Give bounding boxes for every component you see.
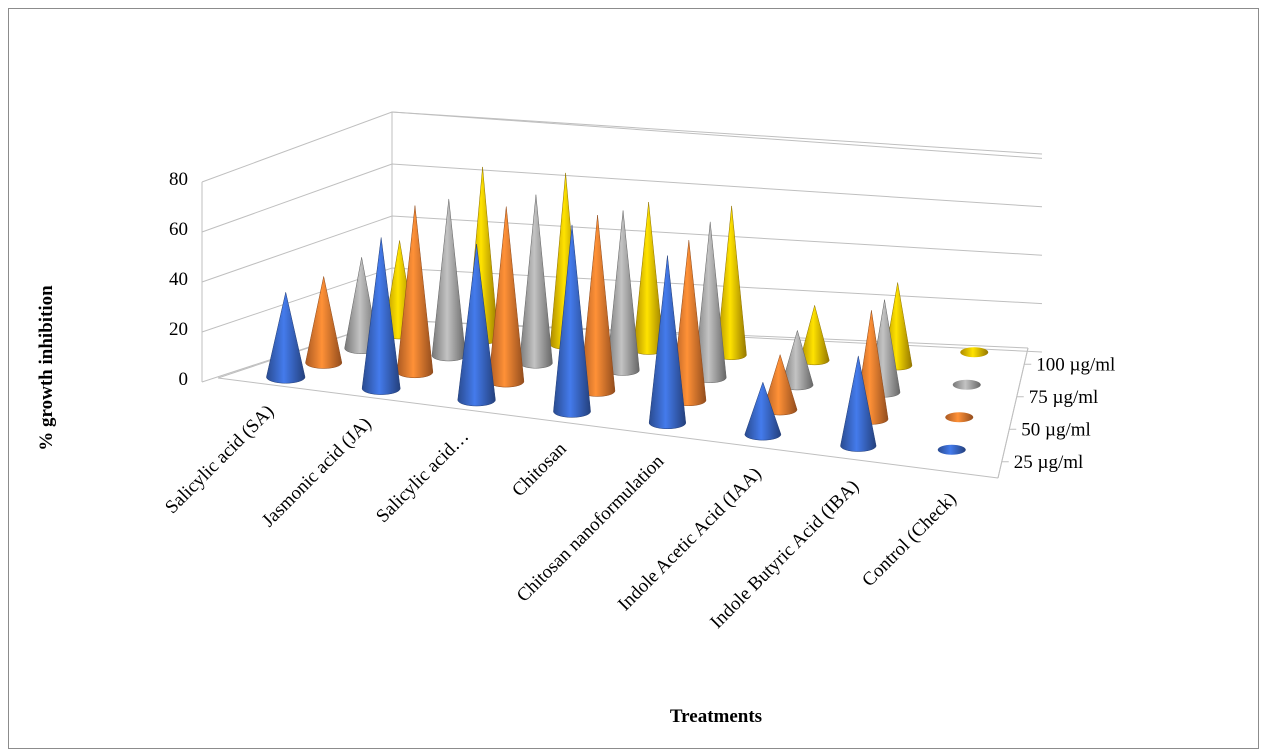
x-axis-labels: Salicylic acid (SA)Jasmonic acid (JA)Sal… — [161, 401, 961, 633]
cone-1-7 — [840, 355, 877, 452]
cone-3-3 — [519, 194, 553, 369]
gridline — [201, 163, 1043, 233]
cone-3-4 — [606, 210, 640, 376]
cone-2-2 — [396, 205, 434, 379]
legend-label: 50 µg/ml — [1021, 419, 1091, 440]
cone-3-2 — [431, 198, 466, 362]
legend-marker — [960, 347, 989, 358]
x-category-label: Salicylic acid… — [372, 426, 473, 527]
legend-marker — [945, 412, 974, 423]
gridline — [201, 215, 1043, 283]
x-axis-title: Treatments — [670, 706, 762, 727]
x-category-label: Chitosan — [508, 438, 571, 501]
legend-axis — [997, 347, 1029, 479]
legend: 25 µg/ml 50 µg/ml 75 µg/ml 100 µg/ml — [937, 347, 1115, 479]
y-tick-label: 0 — [179, 369, 189, 390]
y-tick-label: 80 — [169, 169, 188, 190]
x-category-label: Salicylic acid (SA) — [161, 401, 278, 518]
legend-marker — [937, 444, 966, 455]
y-tick-label: 60 — [169, 219, 188, 240]
cone-2-1 — [305, 276, 343, 369]
cone-1-2 — [361, 237, 401, 395]
x-category-label: Jasmonic acid (JA) — [258, 413, 376, 531]
y-tick-label: 20 — [169, 319, 188, 340]
gridline — [201, 111, 1043, 183]
legend-marker — [952, 379, 981, 390]
legend-label: 25 µg/ml — [1014, 452, 1084, 473]
chart-frame — [8, 8, 1259, 749]
x-category-label: Control (Check) — [858, 488, 961, 591]
gridline — [201, 267, 1043, 333]
cone-1-3 — [457, 243, 496, 407]
legend-label: 100 µg/ml — [1036, 354, 1115, 375]
cone-1-1 — [266, 292, 306, 384]
y-axis-ticks: 0 20 40 60 80 — [169, 169, 188, 390]
cone-1-4 — [553, 224, 591, 418]
cone-1-6 — [744, 381, 782, 441]
legend-label: 75 µg/ml — [1029, 387, 1099, 408]
y-axis-title: % growth inhibition — [36, 285, 57, 451]
y-tick-label: 40 — [169, 269, 188, 290]
cone-1-5 — [648, 255, 686, 430]
data-cones — [266, 166, 913, 452]
